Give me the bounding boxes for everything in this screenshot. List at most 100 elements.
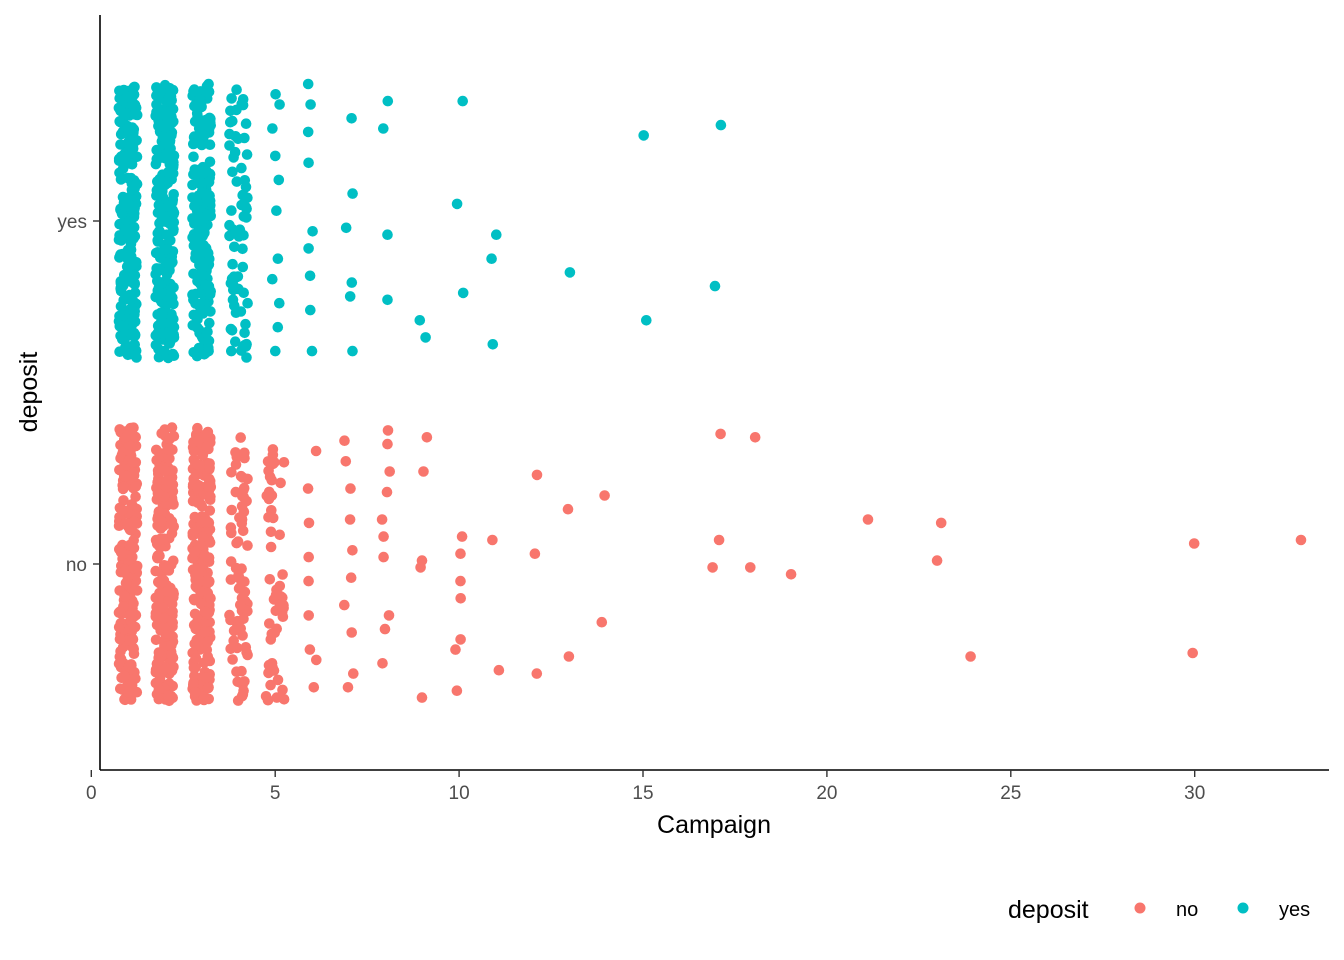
data-point-yes (201, 327, 212, 339)
data-point-yes (153, 180, 165, 192)
data-point-no (456, 531, 468, 542)
data-point-yes (116, 235, 127, 246)
data-point-no (150, 565, 161, 577)
data-point-no (265, 526, 277, 538)
data-point-no (230, 486, 242, 498)
data-point-no (381, 486, 393, 498)
data-point-no (201, 441, 212, 453)
data-point-no (200, 606, 211, 617)
data-point-yes (382, 95, 394, 107)
data-point-yes (420, 332, 431, 343)
data-point-no (237, 689, 249, 700)
data-point-no (935, 517, 947, 529)
data-point-no (153, 647, 165, 658)
data-point-yes (165, 219, 176, 230)
data-point-no (120, 432, 131, 443)
data-point-no (162, 443, 174, 455)
data-point-yes (165, 155, 177, 166)
data-point-no (230, 447, 241, 458)
data-point-yes (709, 280, 721, 292)
data-point-no (130, 481, 142, 492)
data-point-no (202, 636, 213, 648)
data-point-yes (226, 273, 238, 285)
data-point-no (131, 562, 142, 573)
data-point-yes (153, 199, 165, 211)
data-point-no (274, 580, 286, 592)
data-point-no (153, 684, 165, 695)
data-point-no (116, 546, 127, 558)
data-point-yes (123, 293, 135, 305)
data-point-no (197, 450, 208, 461)
data-point-no (450, 644, 461, 655)
data-point-no (117, 504, 128, 516)
data-point-yes (347, 345, 358, 357)
data-point-yes (155, 279, 166, 290)
data-point-yes (188, 347, 199, 358)
data-point-no (342, 682, 354, 693)
data-point-no (152, 550, 164, 561)
data-point-yes (240, 341, 252, 352)
data-point-yes (487, 339, 499, 350)
data-point-yes (270, 89, 281, 100)
data-point-no (113, 621, 125, 633)
data-point-yes (227, 166, 238, 178)
data-point-no (163, 690, 174, 701)
data-point-yes (231, 176, 243, 187)
data-point-no (128, 598, 139, 609)
data-point-yes (267, 273, 278, 285)
data-point-yes (115, 330, 126, 342)
data-point-no (965, 651, 976, 662)
data-point-no (265, 541, 277, 553)
x-tick-label: 5 (270, 783, 281, 804)
data-point-yes (165, 333, 177, 345)
data-point-yes (303, 243, 314, 254)
data-point-no (263, 512, 274, 523)
data-point-no (187, 495, 199, 507)
x-tick-label: 20 (816, 783, 837, 804)
data-point-no (161, 475, 172, 486)
data-point-no (190, 458, 201, 470)
data-point-no (382, 438, 393, 450)
data-point-yes (225, 105, 236, 117)
data-point-yes (188, 138, 199, 150)
data-point-yes (231, 84, 242, 95)
data-point-yes (152, 235, 163, 246)
data-point-no (226, 467, 237, 478)
data-point-no (348, 668, 359, 679)
data-point-no (1187, 647, 1198, 659)
data-point-no (707, 562, 718, 573)
data-point-no (264, 574, 276, 585)
legend-key-no (1134, 902, 1146, 914)
data-point-yes (115, 249, 126, 260)
data-point-yes (347, 188, 358, 199)
data-point-yes (641, 315, 652, 326)
data-point-no (599, 490, 610, 501)
data-point-no (152, 488, 164, 499)
data-point-yes (163, 200, 174, 211)
data-point-no (340, 456, 352, 467)
data-point-yes (491, 229, 502, 240)
data-point-yes (194, 300, 205, 312)
data-point-no (161, 586, 173, 597)
data-point-yes (274, 99, 285, 110)
data-point-no (345, 483, 356, 494)
x-tick-label: 25 (1000, 783, 1021, 804)
y-axis-title: deposit (15, 352, 43, 433)
data-point-yes (154, 264, 166, 276)
data-point-no (261, 490, 273, 502)
data-point-yes (227, 258, 238, 270)
data-point-no (304, 644, 316, 655)
data-point-yes (237, 243, 248, 255)
data-point-no (269, 457, 280, 468)
data-point-yes (159, 345, 170, 357)
data-point-no (167, 606, 178, 617)
data-point-no (119, 566, 130, 578)
data-point-no (487, 534, 498, 546)
data-point-no (189, 511, 201, 523)
data-point-no (119, 590, 130, 602)
data-point-yes (189, 165, 201, 176)
data-point-yes (114, 116, 126, 128)
data-point-no (303, 551, 315, 563)
data-point-yes (128, 303, 139, 315)
